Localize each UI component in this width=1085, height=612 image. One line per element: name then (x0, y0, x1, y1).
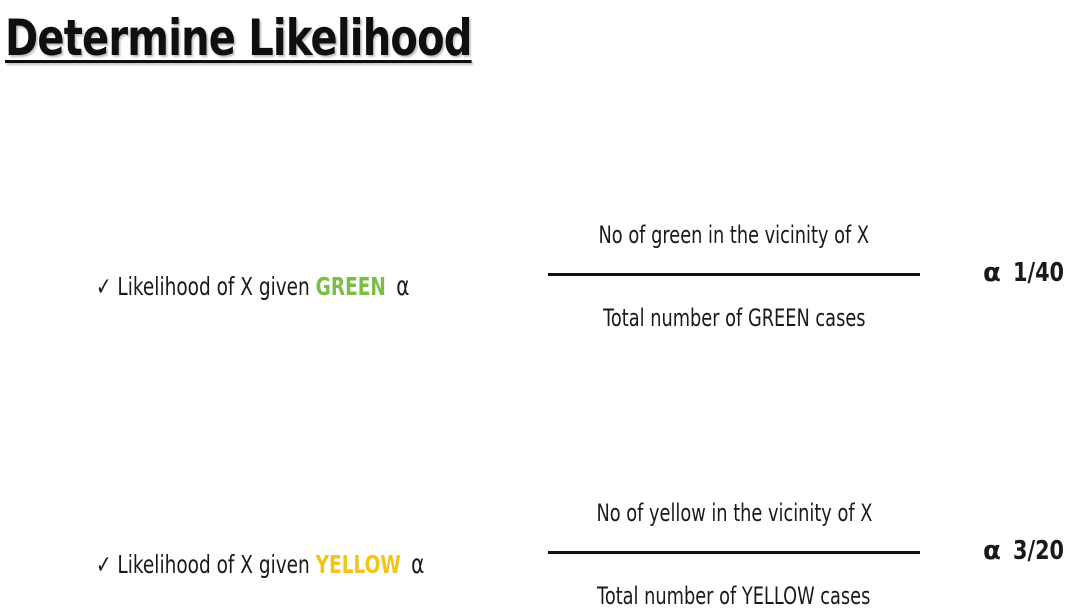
fraction-denominator-yellow: Total number of YELLOW cases (597, 582, 871, 610)
result-proportional-symbol: α (983, 258, 1001, 288)
class-name-yellow: YELLOW (315, 550, 401, 579)
fraction-bar (548, 273, 920, 276)
proportional-symbol: α (396, 271, 410, 302)
fraction-numerator-green: No of green in the vicinity of X (598, 221, 870, 249)
likelihood-result-green: α 1/40 (983, 256, 1077, 290)
label-prefix: Likelihood of X given (117, 550, 316, 579)
likelihood-label-yellow: ✓ Likelihood of X given YELLOW α (96, 548, 424, 582)
likelihood-result-yellow: α 3/20 (983, 534, 1077, 568)
fraction-bar (548, 551, 920, 554)
result-value-green: 1/40 (1012, 258, 1064, 288)
proportional-symbol: α (411, 549, 425, 580)
class-name-green: GREEN (315, 272, 386, 301)
fraction-denominator-green: Total number of GREEN cases (602, 304, 866, 332)
fraction-numerator-yellow: No of yellow in the vicinity of X (596, 499, 873, 527)
checkmark-icon: ✓ (96, 272, 112, 301)
checkmark-icon: ✓ (96, 550, 112, 579)
result-proportional-symbol: α (983, 536, 1001, 566)
likelihood-label-green: ✓ Likelihood of X given GREEN α (96, 270, 409, 304)
slide-title: Determine Likelihood (5, 9, 472, 67)
result-value-yellow: 3/20 (1012, 536, 1064, 566)
label-prefix: Likelihood of X given (117, 272, 316, 301)
